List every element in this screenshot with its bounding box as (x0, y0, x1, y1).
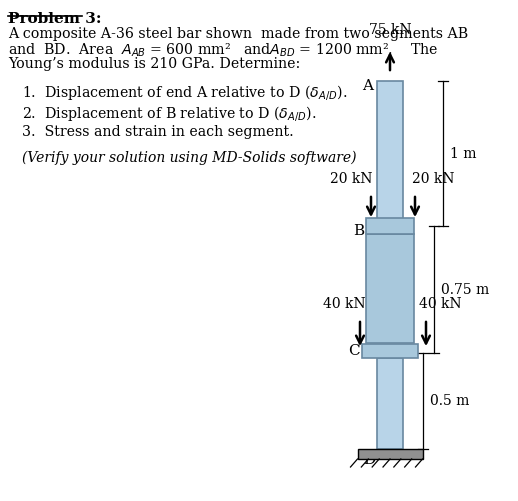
Text: 0.75 m: 0.75 m (441, 283, 489, 297)
Text: B: B (353, 224, 364, 238)
Text: 20 kN: 20 kN (330, 172, 372, 186)
Text: 3.  Stress and strain in each segment.: 3. Stress and strain in each segment. (22, 125, 294, 139)
Text: Problem 3:: Problem 3: (8, 12, 102, 26)
Bar (357, 449, 423, 459)
Text: 1 m: 1 m (450, 146, 477, 160)
Text: 40 kN: 40 kN (323, 297, 365, 311)
Text: and  BD.  Area  $A_{AB}$ = 600 mm²   and$A_{BD}$ = 1200 mm².    The: and BD. Area $A_{AB}$ = 600 mm² and$A_{B… (8, 42, 439, 60)
Text: (Verify your solution using MD-Solids software): (Verify your solution using MD-Solids so… (22, 151, 356, 165)
Text: 40 kN: 40 kN (419, 297, 462, 311)
Text: 75 kN: 75 kN (369, 23, 411, 37)
Bar (377, 81, 403, 226)
Bar (362, 344, 418, 358)
Text: Young’s modulus is 210 GPa. Determine:: Young’s modulus is 210 GPa. Determine: (8, 57, 300, 71)
Text: 20 kN: 20 kN (412, 172, 454, 186)
Bar (366, 234, 414, 343)
Text: 0.5 m: 0.5 m (430, 394, 469, 408)
Text: 1.  Displacement of end A relative to D ($\delta_{A/D}$).: 1. Displacement of end A relative to D (… (22, 83, 347, 102)
Bar (377, 358, 403, 449)
Text: D: D (363, 453, 375, 467)
Text: C: C (349, 344, 360, 358)
Bar (366, 218, 414, 234)
Text: A: A (362, 79, 373, 93)
Text: A composite A-36 steel bar shown  made from two segments AB: A composite A-36 steel bar shown made fr… (8, 27, 468, 41)
Text: 2.  Displacement of B relative to D ($\delta_{A/D}$).: 2. Displacement of B relative to D ($\de… (22, 104, 316, 123)
